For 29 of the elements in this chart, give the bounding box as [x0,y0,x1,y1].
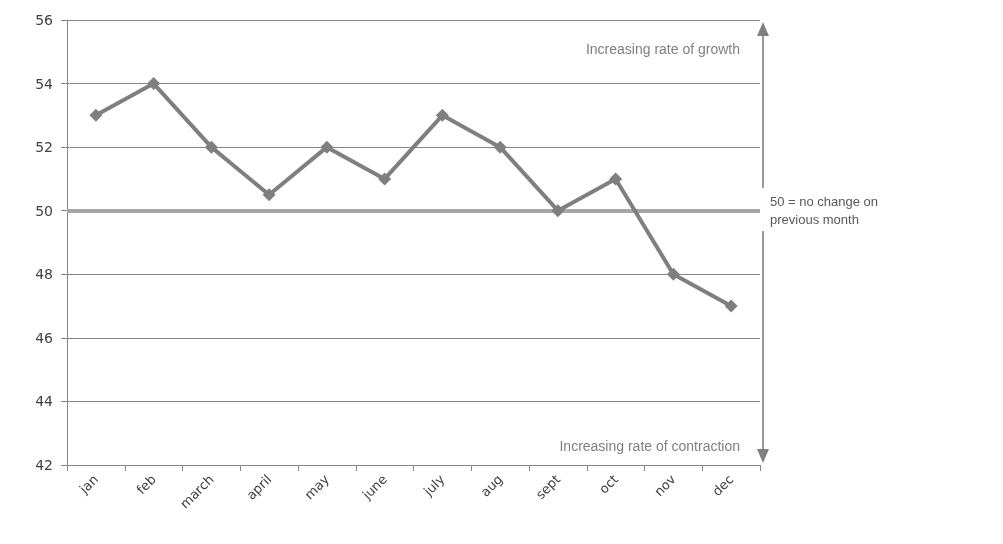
x-tick-label: jan [75,471,102,498]
point [378,172,392,186]
x-tick-label: oct [596,471,621,497]
x-tick-label: aug [477,471,506,500]
point [666,267,680,281]
y-tick-label: 54 [35,75,54,92]
y-tick-label: 44 [35,393,54,410]
ref-line-label: 50 = no change on previous month [770,194,882,228]
point [147,77,161,91]
point [262,188,276,202]
point [551,204,565,218]
y-tick-label: 42 [35,457,53,473]
point [89,108,103,122]
x-tick-label: nov [651,471,679,500]
point [724,299,738,313]
x-tick-label: feb [133,471,159,498]
x-tick-label: dec [709,471,737,499]
point [435,108,449,122]
y-tick-label: 56 [35,12,54,28]
y-tick-label: 46 [35,329,54,346]
annotation: Increasing rate of growth [585,41,740,57]
y-tick-label: 52 [35,139,53,156]
point [204,140,218,154]
point [320,140,334,154]
point [493,140,507,154]
y-tick-label: 50 [35,202,53,219]
point [609,172,623,186]
y-tick-label: 48 [35,266,53,283]
annotation: Increasing rate of contraction [559,438,740,454]
